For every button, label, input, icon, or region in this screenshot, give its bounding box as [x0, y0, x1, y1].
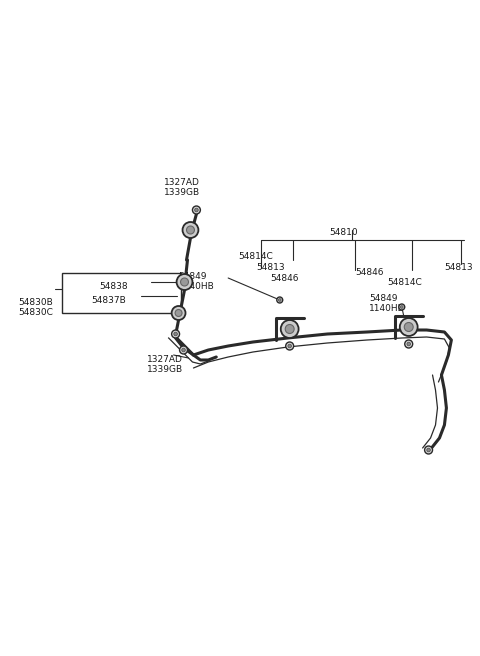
Circle shape: [177, 274, 192, 290]
Text: 54846: 54846: [355, 268, 384, 277]
Circle shape: [427, 448, 431, 452]
Text: 54813: 54813: [444, 263, 473, 272]
Circle shape: [405, 340, 413, 348]
Text: 54830B
54830C: 54830B 54830C: [18, 298, 53, 318]
Circle shape: [407, 342, 410, 346]
Circle shape: [285, 325, 294, 333]
Text: 54814C: 54814C: [387, 278, 421, 287]
Circle shape: [180, 278, 189, 286]
Text: 54838: 54838: [99, 282, 128, 291]
Text: 54837B: 54837B: [91, 296, 126, 305]
Circle shape: [194, 208, 198, 212]
Circle shape: [399, 304, 405, 310]
Circle shape: [400, 306, 403, 308]
Text: 54849
1140HB: 54849 1140HB: [179, 272, 214, 291]
Bar: [61, 273, 180, 313]
Text: 54814C: 54814C: [238, 252, 273, 261]
Circle shape: [404, 323, 413, 331]
Circle shape: [187, 226, 194, 234]
Text: 54813: 54813: [256, 263, 285, 272]
Circle shape: [192, 206, 200, 214]
Text: 54846: 54846: [270, 274, 299, 283]
Text: 54849
1140HB: 54849 1140HB: [369, 294, 405, 314]
Circle shape: [278, 298, 281, 301]
Text: 1327AD
1339GB: 1327AD 1339GB: [147, 355, 183, 375]
Circle shape: [182, 348, 185, 352]
Circle shape: [175, 310, 182, 316]
Circle shape: [182, 222, 198, 238]
Circle shape: [174, 332, 178, 336]
Circle shape: [281, 320, 299, 338]
Circle shape: [172, 306, 185, 320]
Circle shape: [172, 330, 180, 338]
Circle shape: [288, 344, 291, 348]
Circle shape: [277, 297, 283, 303]
Circle shape: [180, 346, 188, 354]
Circle shape: [400, 318, 418, 336]
Circle shape: [286, 342, 294, 350]
Circle shape: [425, 446, 432, 454]
Text: 1327AD
1339GB: 1327AD 1339GB: [164, 178, 200, 197]
Text: 54810: 54810: [329, 228, 358, 237]
